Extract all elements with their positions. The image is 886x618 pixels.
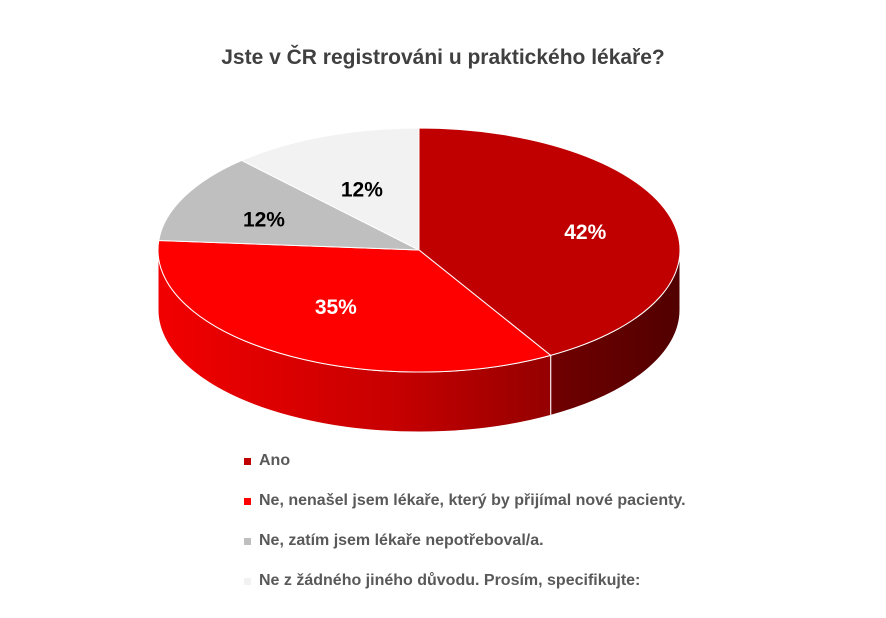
chart-legend: Ano Ne, nenašel jsem lékaře, který by př… xyxy=(244,441,686,601)
legend-item-no-doctor-found: Ne, nenašel jsem lékaře, který by přijím… xyxy=(244,481,686,521)
pie-slice-ano xyxy=(418,127,681,356)
chart-title: Jste v ČR registrováni u praktického lék… xyxy=(221,46,665,69)
legend-label-not-needed: Ne, zatím jsem lékaře nepotřeboval/a. xyxy=(259,532,544,549)
data-label-no-doctor-found: 35% xyxy=(315,296,357,319)
legend-swatch-ano xyxy=(244,457,251,465)
legend-item-other-reason: Ne z žádného jiného důvodu. Prosím, spec… xyxy=(244,561,686,601)
legend-label-ano: Ano xyxy=(259,452,291,469)
legend-swatch-not-needed xyxy=(244,537,251,545)
legend-swatch-other-reason xyxy=(244,577,251,585)
pie-slice-other-reason xyxy=(241,127,420,251)
legend-label-other-reason: Ne z žádného jiného důvodu. Prosím, spec… xyxy=(259,572,641,589)
legend-swatch-no-doctor-found xyxy=(244,497,251,505)
pie-slice-no-doctor-found xyxy=(157,240,552,373)
data-label-other-reason: 12% xyxy=(341,179,383,202)
pie-slice-not-needed xyxy=(158,159,420,251)
data-label-not-needed: 12% xyxy=(243,208,285,231)
legend-item-not-needed: Ne, zatím jsem lékaře nepotřeboval/a. xyxy=(244,521,686,561)
data-label-ano: 42% xyxy=(564,221,606,244)
legend-label-no-doctor-found: Ne, nenašel jsem lékaře, který by přijím… xyxy=(259,492,686,509)
legend-item-ano: Ano xyxy=(244,441,686,481)
